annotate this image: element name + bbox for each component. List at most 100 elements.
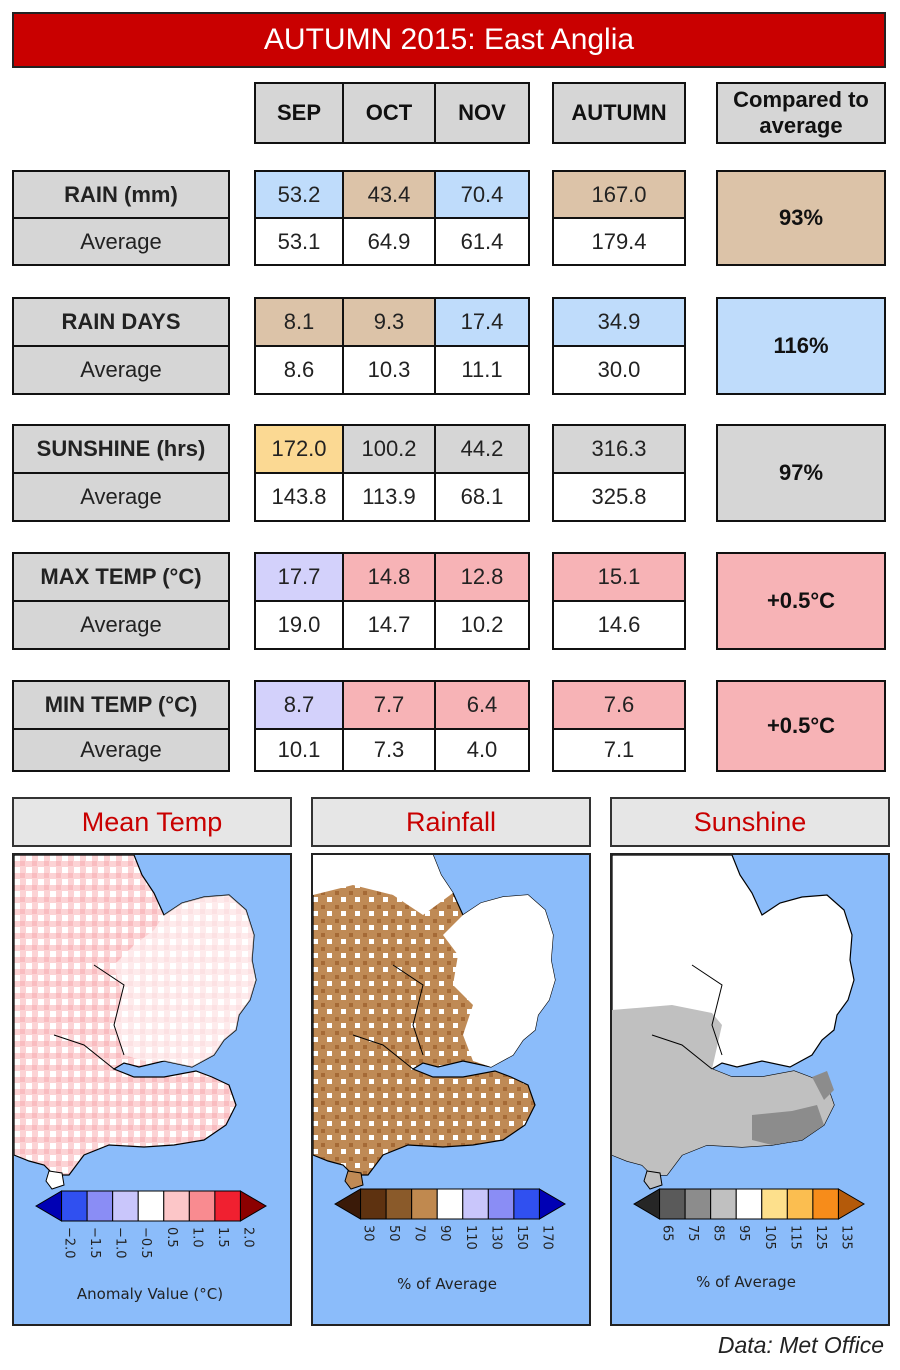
sunshine-label-box: SUNSHINE (hrs) Average [12,424,230,522]
island-shape [45,1170,65,1190]
legend-swatch [487,1188,515,1220]
sunshine-average-label: Average [14,474,228,520]
raindays-avg-sep: 8.6 [256,347,342,393]
legend-swatch [385,1188,413,1220]
mean-temp-map-title: Mean Temp [12,797,292,847]
header-compared: Compared to average [733,87,869,138]
sunshine-oct: 100.2 [344,426,434,472]
raindays-autumn: 34.9 [554,299,684,345]
maxtemp-compared: +0.5°C [766,588,836,613]
dark-grey-area [752,1105,824,1145]
rainfall-legend-label: % of Average [397,1275,497,1293]
rainfall-map-title: Rainfall [311,797,591,847]
sunshine-map: 65 75 85 95 105 115 125 135 % of Average [610,853,890,1326]
rain-avg-nov: 61.4 [436,219,528,264]
legend-swatch [214,1190,241,1222]
legend-swatch [334,1188,362,1220]
raindays-average-label: Average [14,347,228,393]
legend-swatch [735,1188,763,1220]
white-area-north [313,855,453,915]
legend-swatch [538,1188,566,1220]
legend-tick-label: 2.0 [240,1227,255,1248]
rain-autumn-box: 167.0 179.4 [552,170,686,266]
maxtemp-sep: 17.7 [256,554,342,600]
east-anglia-region [114,895,256,1067]
legend-tick-label: 110 [463,1225,478,1250]
sunshine-avg-autumn: 325.8 [554,474,684,520]
legend-swatch [513,1188,540,1220]
legend-swatch [684,1188,712,1220]
legend-swatch [633,1188,661,1220]
white-area [443,895,555,1067]
legend-tick-label: 115 [787,1225,802,1250]
mintemp-average-label: Average [14,730,228,770]
mintemp-avg-autumn: 7.1 [554,730,684,770]
raindays-avg-nov: 11.1 [436,347,528,393]
legend-tick-label: 95 [736,1225,751,1242]
legend-swatch [837,1188,865,1220]
rain-months-box: 53.2 43.4 70.4 53.1 64.9 61.4 [254,170,530,266]
mintemp-avg-oct: 7.3 [344,730,434,770]
page-title: AUTUMN 2015: East Anglia [12,12,886,68]
rain-sep: 53.2 [256,172,342,217]
legend-swatch [163,1190,190,1222]
data-credit: Data: Met Office [717,1332,884,1358]
sunshine-sep: 172.0 [256,426,342,472]
raindays-avg-autumn: 30.0 [554,347,684,393]
legend-swatch [786,1188,814,1220]
raindays-sep: 8.1 [256,299,342,345]
mintemp-label: MIN TEMP (°C) [14,682,228,728]
maxtemp-avg-sep: 19.0 [256,602,342,648]
legend-swatch [239,1190,267,1222]
legend-tick-label: 1.5 [215,1227,230,1248]
mintemp-nov: 6.4 [436,682,528,728]
sunshine-compared: 97% [778,460,824,485]
mintemp-oct: 7.7 [344,682,434,728]
legend-tick-label: −2.0 [62,1227,77,1259]
legend-swatch [659,1188,686,1220]
legend-tick-label: 90 [437,1225,452,1242]
maxtemp-avg-oct: 14.7 [344,602,434,648]
header-sep: SEP [276,100,322,125]
mean-temp-legend-label: Anomaly Value (°C) [77,1285,223,1303]
legend-swatch [462,1188,489,1220]
legend-swatch [61,1190,88,1222]
sunshine-avg-oct: 113.9 [344,474,434,520]
mintemp-sep: 8.7 [256,682,342,728]
legend-tick-label: 0.5 [164,1227,179,1248]
mean-temp-map-svg: −2.0 −1.5 −1.0 −0.5 0.5 1.0 1.5 2.0 Anomaly Val… [14,855,267,1303]
rain-compared-box: 93% [716,170,886,266]
dark-grey-area-east [812,1071,834,1100]
raindays-months-box: 8.1 9.3 17.4 8.6 10.3 11.1 [254,297,530,395]
legend-swatch [761,1188,788,1220]
maxtemp-average-label: Average [14,602,228,648]
maxtemp-oct: 14.8 [344,554,434,600]
legend-tick-label: 65 [660,1225,675,1242]
month-header-group: SEP OCT NOV [254,82,530,144]
legend-tick-label: 1.0 [189,1227,204,1248]
rainfall-legend: 30 50 70 90 110 130 150 170 % of Average [334,1188,566,1293]
sunshine-map-title: Sunshine [610,797,890,847]
legend-tick-label: 125 [813,1225,828,1250]
raindays-avg-oct: 10.3 [344,347,434,393]
rain-autumn: 167.0 [554,172,684,217]
raindays-autumn-box: 34.9 30.0 [552,297,686,395]
legend-swatch [86,1190,114,1222]
rainfall-map-svg: 30 50 70 90 110 130 150 170 % of Average [313,855,566,1293]
mintemp-compared: +0.5°C [766,713,836,738]
raindays-label-box: RAIN DAYS Average [12,297,230,395]
rain-compared: 93% [778,205,824,230]
header-autumn-box: AUTUMN [552,82,686,144]
legend-tick-label: −1.0 [113,1227,128,1259]
island-shape [344,1170,364,1190]
legend-tick-label: 130 [488,1225,503,1250]
mean-temp-map: −2.0 −1.5 −1.0 −0.5 0.5 1.0 1.5 2.0 Anomaly Val… [12,853,292,1326]
rain-average-label: Average [14,219,228,264]
legend-swatch [360,1188,387,1220]
legend-swatch [137,1190,165,1222]
maxtemp-nov: 12.8 [436,554,528,600]
rain-label-box: RAIN (mm) Average [12,170,230,266]
header-autumn: AUTUMN [571,100,667,125]
island-shape [643,1170,663,1190]
mintemp-avg-nov: 4.0 [436,730,528,770]
